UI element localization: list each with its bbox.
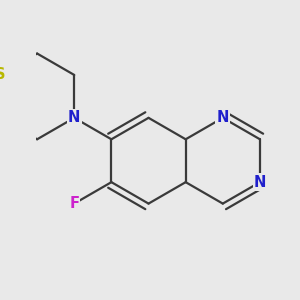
Text: F: F [69, 196, 79, 211]
Text: N: N [68, 110, 80, 125]
Text: N: N [254, 175, 266, 190]
Text: N: N [217, 110, 229, 125]
Text: S: S [0, 68, 5, 82]
